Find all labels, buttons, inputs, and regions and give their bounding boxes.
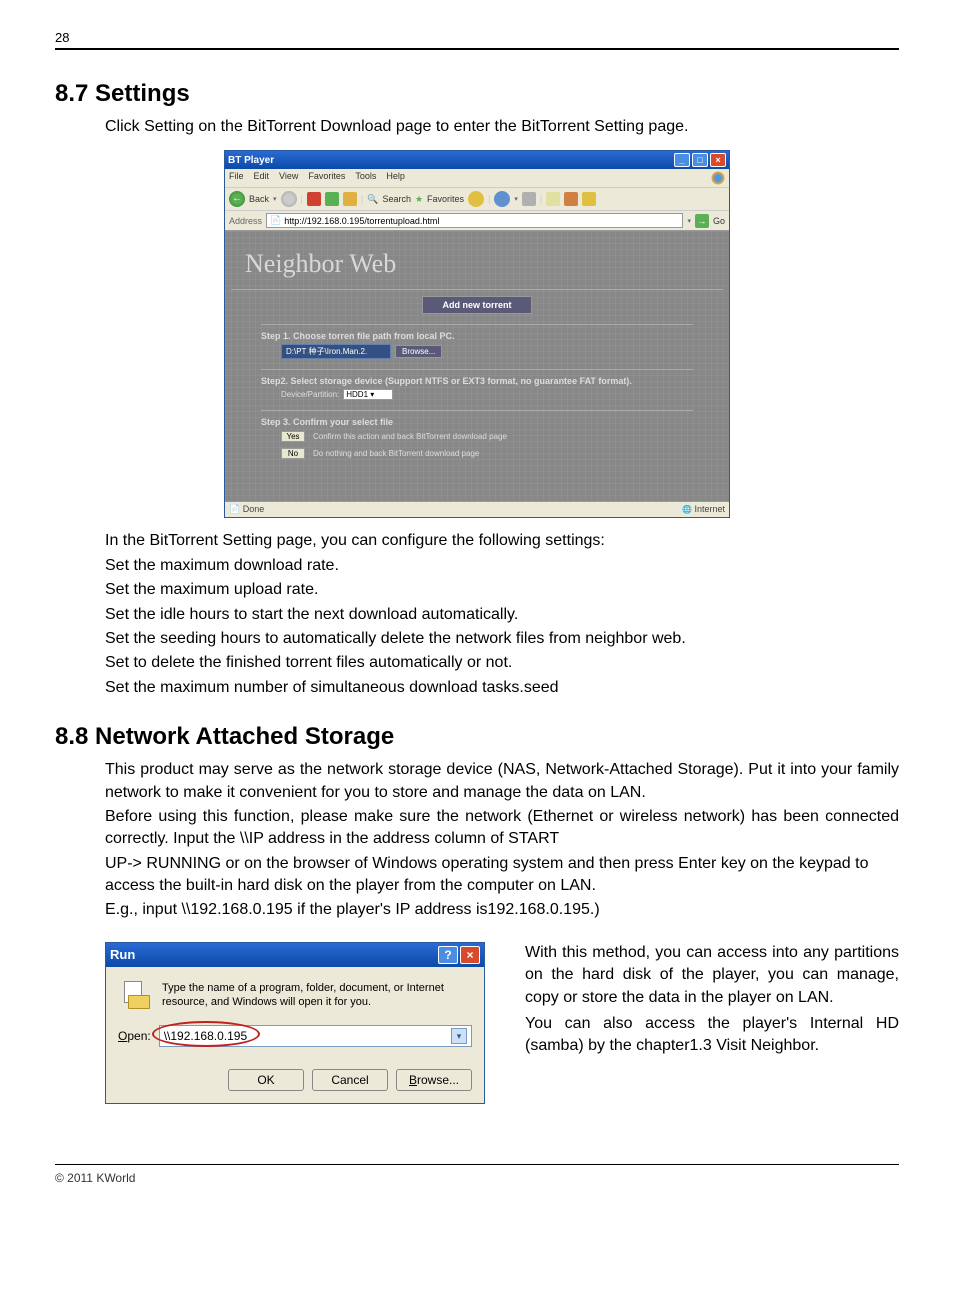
open-input[interactable]: ▾ xyxy=(159,1025,472,1047)
no-button[interactable]: No xyxy=(281,448,305,459)
heading-nas: 8.8 Network Attached Storage xyxy=(55,723,899,751)
yes-button[interactable]: Yes xyxy=(281,431,305,442)
bt-player-screenshot: BT Player _ □ × File Edit View Favorites… xyxy=(224,150,730,518)
aside-p1: With this method, you can access into an… xyxy=(525,942,899,1009)
go-button[interactable]: → xyxy=(695,214,709,228)
address-url: http://192.168.0.195/torrentupload.html xyxy=(284,216,439,226)
nas-p3: UP-> RUNNING or on the browser of Window… xyxy=(105,853,899,898)
nas-p4: E.g., input \\192.168.0.195 if the playe… xyxy=(105,899,899,921)
address-label: Address xyxy=(229,216,262,226)
browse-button[interactable]: Browse... xyxy=(395,345,442,358)
open-label: Open: xyxy=(118,1029,151,1043)
history-icon[interactable] xyxy=(468,191,484,207)
bt-title: BT Player xyxy=(228,155,672,166)
favorites-icon[interactable]: ★ xyxy=(415,194,423,205)
aside-p2: You can also access the player's Interna… xyxy=(525,1013,899,1058)
discuss-icon[interactable] xyxy=(564,192,578,206)
ie-icon xyxy=(711,171,725,185)
close-icon[interactable]: × xyxy=(710,153,726,167)
run-description: Type the name of a program, folder, docu… xyxy=(162,981,472,1010)
bt-address-bar: Address 📄 http://192.168.0.195/torrentup… xyxy=(225,211,729,231)
torrent-path-input[interactable]: D:\PT 种子\Iron.Man.2. xyxy=(281,344,391,359)
settings-desc-3: Set the idle hours to start the next dow… xyxy=(105,604,899,626)
neighbor-title: Neighbor Web xyxy=(231,239,723,289)
device-select[interactable]: HDD1 ▾ xyxy=(343,389,393,400)
bt-titlebar: BT Player _ □ × xyxy=(225,151,729,169)
yes-text: Confirm this action and back BitTorrent … xyxy=(313,432,507,441)
close-icon[interactable]: × xyxy=(460,946,480,964)
forward-icon[interactable] xyxy=(281,191,297,207)
settings-desc-1: Set the maximum download rate. xyxy=(105,555,899,577)
ok-button[interactable]: OK xyxy=(228,1069,304,1091)
favorites-label[interactable]: Favorites xyxy=(427,194,464,204)
nas-p2: Before using this function, please make … xyxy=(105,806,899,851)
settings-desc-5: Set to delete the finished torrent files… xyxy=(105,652,899,674)
edit-icon[interactable] xyxy=(546,192,560,206)
address-input[interactable]: 📄 http://192.168.0.195/torrentupload.htm… xyxy=(266,213,683,228)
cancel-button[interactable]: Cancel xyxy=(312,1069,388,1091)
mail-icon[interactable] xyxy=(494,191,510,207)
step3-label: Step 3. Confirm your select file xyxy=(261,417,693,427)
settings-desc-6: Set the maximum number of simultaneous d… xyxy=(105,677,899,699)
top-rule xyxy=(55,48,899,50)
bt-menubar: File Edit View Favorites Tools Help xyxy=(225,169,729,188)
step1-label: Step 1. Choose torren file path from loc… xyxy=(261,331,693,341)
settings-desc-4: Set the seeding hours to automatically d… xyxy=(105,628,899,650)
settings-desc-2: Set the maximum upload rate. xyxy=(105,579,899,601)
help-icon[interactable]: ? xyxy=(438,946,458,964)
print-icon[interactable] xyxy=(522,192,536,206)
menu-favorites[interactable]: Favorites xyxy=(308,171,345,185)
footer-rule xyxy=(55,1164,899,1165)
maximize-icon[interactable]: □ xyxy=(692,153,708,167)
no-text: Do nothing and back BitTorrent download … xyxy=(313,449,479,458)
browse-button[interactable]: BBrowse...rowse... xyxy=(396,1069,472,1091)
back-icon[interactable]: ← xyxy=(229,191,245,207)
heading-settings: 8.7 Settings xyxy=(55,80,899,108)
back-label[interactable]: Back xyxy=(249,194,269,204)
menu-edit[interactable]: Edit xyxy=(254,171,270,185)
step2-label: Step2. Select storage device (Support NT… xyxy=(261,376,693,386)
neighbor-web-page: Neighbor Web Add new torrent Step 1. Cho… xyxy=(225,231,729,501)
home-icon[interactable] xyxy=(343,192,357,206)
add-torrent-button[interactable]: Add new torrent xyxy=(422,296,532,314)
go-label: Go xyxy=(713,216,725,226)
run-title: Run xyxy=(110,947,436,962)
settings-desc-0: In the BitTorrent Setting page, you can … xyxy=(105,530,899,552)
stop-icon[interactable] xyxy=(307,192,321,206)
run-icon xyxy=(118,981,150,1009)
run-titlebar: Run ? × xyxy=(106,943,484,967)
refresh-icon[interactable] xyxy=(325,192,339,206)
menu-tools[interactable]: Tools xyxy=(355,171,376,185)
messenger-icon[interactable] xyxy=(582,192,596,206)
status-done: 📄 Done xyxy=(229,504,682,515)
footer-copyright: © 2011 KWorld xyxy=(55,1171,899,1185)
bt-status-bar: 📄 Done Internet xyxy=(225,501,729,517)
settings-intro: Click Setting on the BitTorrent Download… xyxy=(105,116,899,138)
minimize-icon[interactable]: _ xyxy=(674,153,690,167)
dropdown-icon[interactable]: ▾ xyxy=(451,1028,467,1044)
bt-toolbar: ← Back ▾ | | 🔍 Search ★ Favorites | ▾ | xyxy=(225,188,729,211)
run-dialog: Run ? × Type the name of a program, fold… xyxy=(105,942,485,1105)
search-icon[interactable]: 🔍 xyxy=(367,194,378,205)
open-field[interactable] xyxy=(164,1029,451,1043)
page-number: 28 xyxy=(55,30,899,45)
menu-view[interactable]: View xyxy=(279,171,298,185)
search-label[interactable]: Search xyxy=(382,194,411,204)
status-internet: Internet xyxy=(682,504,725,515)
menu-help[interactable]: Help xyxy=(386,171,405,185)
menu-file[interactable]: File xyxy=(229,171,244,185)
device-label: Device/Partition: xyxy=(281,390,339,399)
page-icon: 📄 xyxy=(270,215,281,226)
nas-p1: This product may serve as the network st… xyxy=(105,759,899,804)
